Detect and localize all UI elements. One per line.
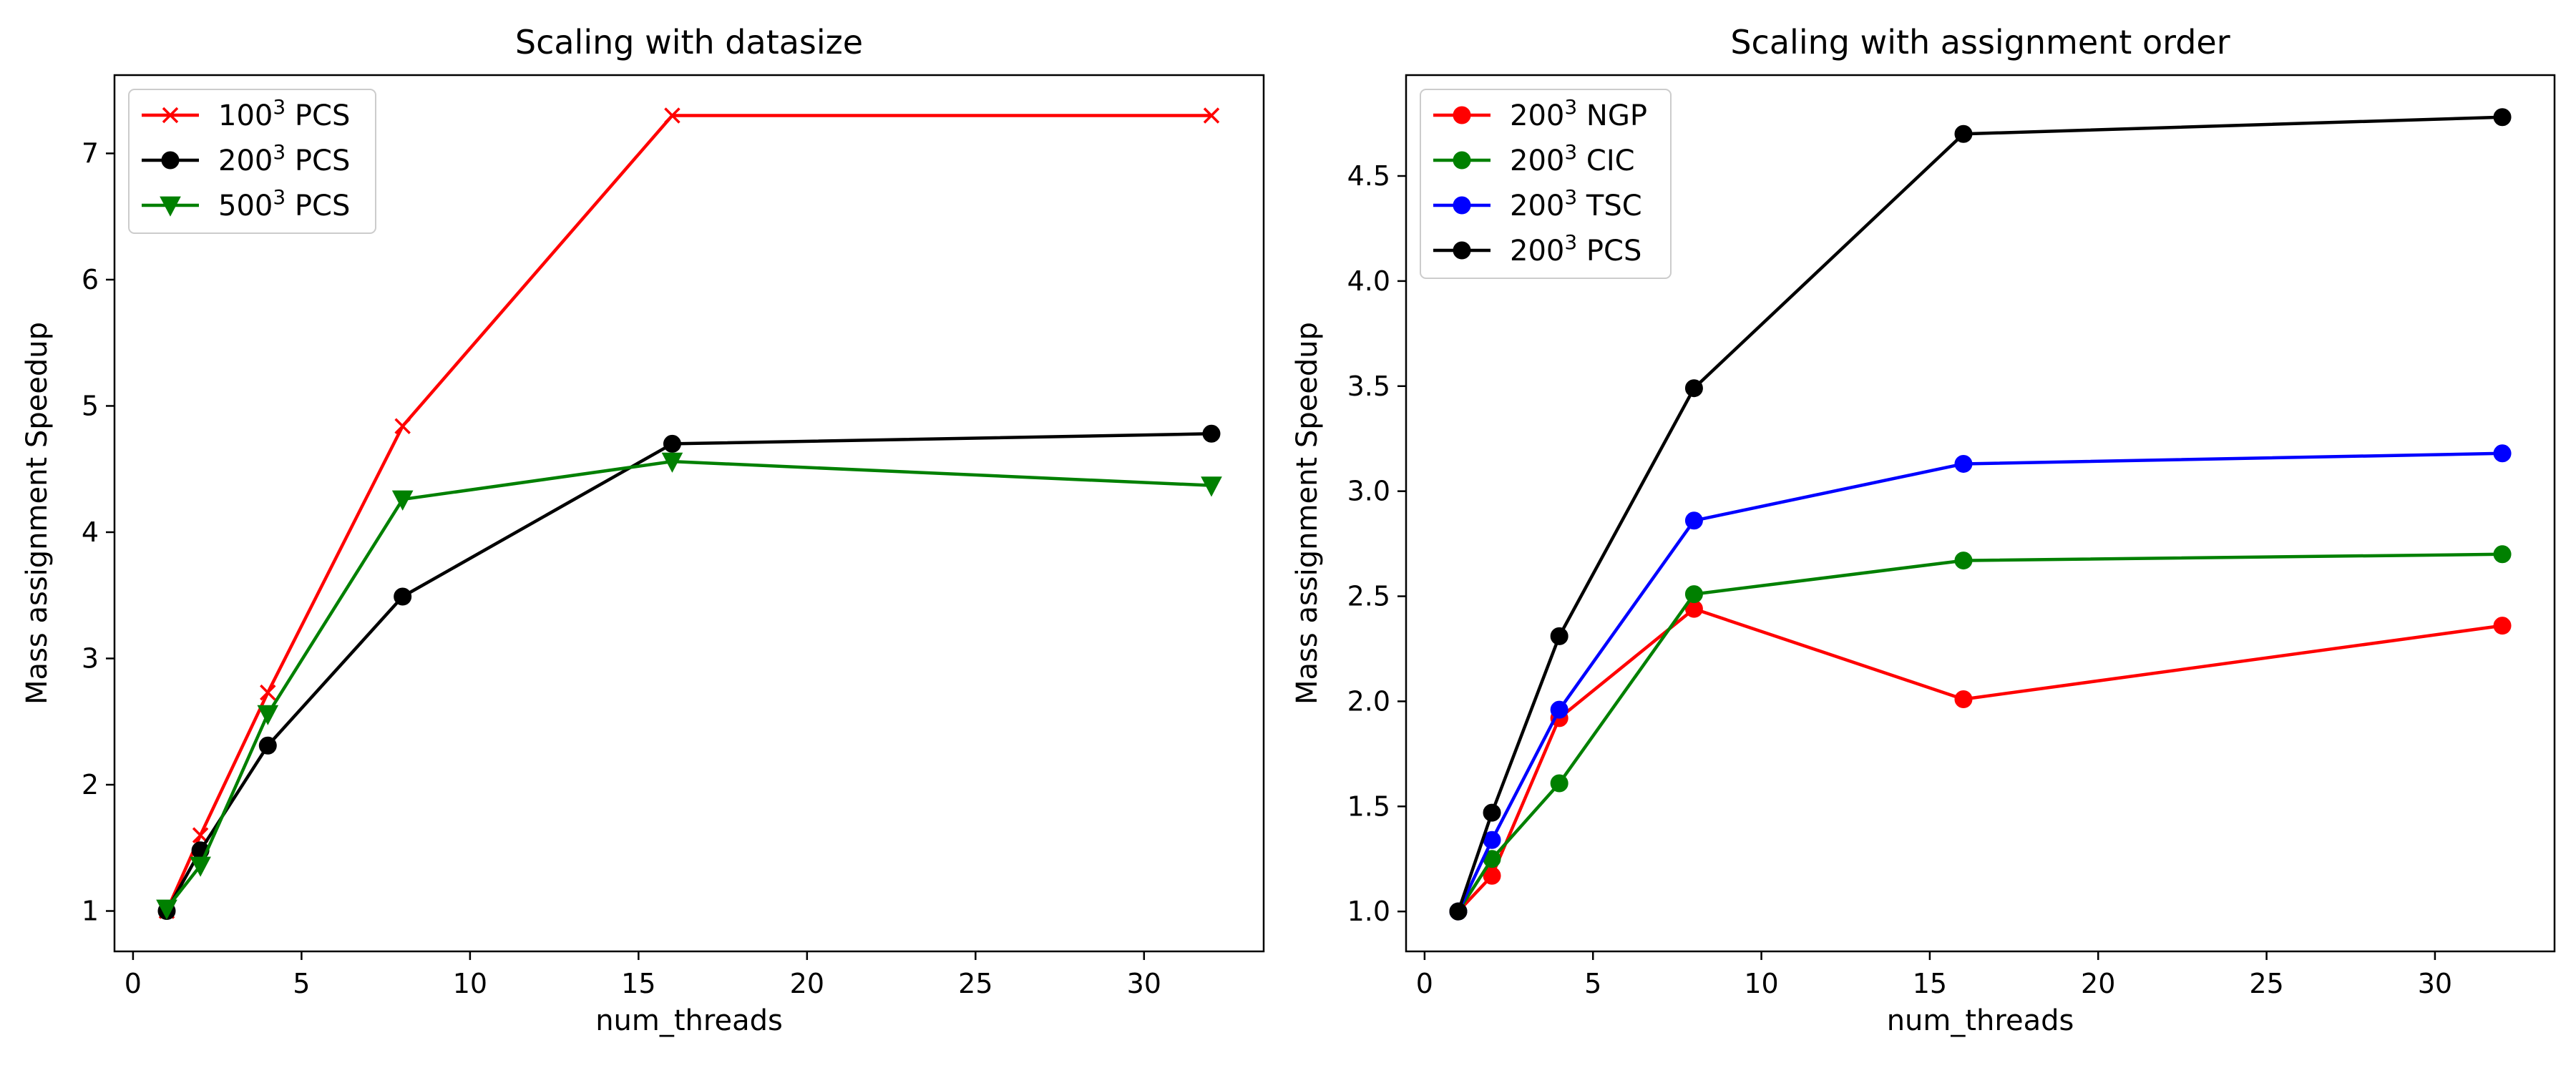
chart-2-legend-label-1: 2003 NGP xyxy=(1510,95,1647,132)
chart-2-axes-frame xyxy=(1405,74,2556,953)
chart-2-y-tick-label-7: 4.0 xyxy=(1347,265,1390,297)
chart-1-x-axis-label: num_threads xyxy=(595,1004,783,1037)
chart-1-x-tick-label-7: 30 xyxy=(1127,968,1161,999)
chart-2-legend-marker-2 xyxy=(1453,151,1471,170)
chart-1-y-axis-label: Mass assignment Speedup xyxy=(21,322,54,705)
chart-2-x-tick-label-5: 20 xyxy=(2081,968,2115,999)
chart-1: 0 5 10 15 20 25 30 1 2 3 4 5 6 7 Scaling with datasize… xyxy=(21,23,1265,1037)
chart-1-legend-marker-1 xyxy=(162,107,179,124)
chart-2-legend-label-3: 2003 TSC xyxy=(1510,185,1642,222)
chart-1-legend: 1003 PCS 2003 PCS 5003 PCS xyxy=(128,89,376,234)
chart-2-series-3-point-4 xyxy=(1684,511,1703,530)
chart-1-legend-label-2: 2003 PCS xyxy=(218,140,350,177)
chart-1-series-1-point-5 xyxy=(664,107,680,124)
chart-2-y-tick-label-1: 1.0 xyxy=(1347,896,1390,927)
chart-2-series-3-point-5 xyxy=(1954,454,1973,473)
chart-1-series-3-point-5 xyxy=(661,452,683,473)
chart-1-legend-marker-2 xyxy=(161,151,180,170)
chart-1-x-tick-label-5: 20 xyxy=(790,968,824,999)
chart-2: 0 5 10 15 20 25 30 1.0 1.5 2.0 2.5 3.0 3.5 4.0 4.5 Scal… xyxy=(1291,23,2556,1037)
chart-2-series-2-point-6 xyxy=(2493,545,2512,564)
chart-2-x-tick-label-7: 30 xyxy=(2418,968,2452,999)
chart-1-x-tick-label-3: 10 xyxy=(453,968,487,999)
chart-1-series-2-line xyxy=(165,432,1212,912)
chart-2-y-tick-label-5: 3.0 xyxy=(1347,476,1390,507)
chart-2-series-3-line xyxy=(1456,451,2503,913)
chart-1-legend-label-3: 5003 PCS xyxy=(218,185,350,222)
chart-2-series-4-point-6 xyxy=(2493,108,2512,127)
chart-2-y-tick-label-8: 4.5 xyxy=(1347,160,1390,192)
chart-1-y-tick-label-2: 2 xyxy=(82,769,99,800)
chart-1-series-2-point-5 xyxy=(663,434,681,453)
chart-1-legend-box xyxy=(128,89,376,234)
chart-2-y-tick-label-6: 3.5 xyxy=(1347,371,1390,402)
chart-2-legend-marker-4 xyxy=(1453,241,1471,260)
chart-2-y-axis-label: Mass assignment Speedup xyxy=(1291,322,1324,705)
chart-1-series-2-point-6 xyxy=(1202,424,1221,443)
chart-2-series-4-point-2 xyxy=(1483,803,1501,822)
chart-2-x-tick-label-3: 10 xyxy=(1744,968,1778,999)
chart-2-series-4-point-1 xyxy=(1449,902,1468,921)
chart-1-y-tick-label-7: 7 xyxy=(82,137,99,169)
chart-2-legend-label-2: 2003 CIC xyxy=(1510,140,1635,177)
chart-1-series-3-point-3 xyxy=(257,705,279,725)
chart-1-series-3-point-6 xyxy=(1201,476,1222,497)
chart-2-series-3-point-3 xyxy=(1550,700,1568,719)
chart-1-series-1-point-6 xyxy=(1203,107,1220,124)
chart-1-series-3-point-1 xyxy=(156,899,177,920)
chart-1-series-3-line xyxy=(165,459,1212,910)
chart-2-y-tick-label-4: 2.5 xyxy=(1347,581,1390,612)
chart-2-legend-marker-3 xyxy=(1453,196,1471,215)
chart-1-y-tick-label-4: 4 xyxy=(82,516,99,548)
chart-1-y-tick-label-5: 5 xyxy=(82,390,99,421)
chart-2-series-2-point-3 xyxy=(1550,774,1568,793)
chart-1-y-tick-label-6: 6 xyxy=(82,264,99,295)
chart-2-x-axis-label: num_threads xyxy=(1887,1004,2074,1037)
chart-1-legend-marker-3 xyxy=(160,196,181,217)
chart-2-series-2-point-4 xyxy=(1684,585,1703,604)
chart-1-axes-frame xyxy=(113,74,1265,953)
chart-1-series-3-point-4 xyxy=(391,490,414,511)
chart-2-x-tick-label-2: 5 xyxy=(1584,968,1601,999)
chart-2-series-2-point-5 xyxy=(1954,552,1973,570)
chart-1-series-1-line xyxy=(165,114,1211,912)
chart-2-x-tick-label-4: 15 xyxy=(1913,968,1947,999)
chart-1-y-tick-label-1: 1 xyxy=(82,896,99,927)
chart-1-title: Scaling with datasize xyxy=(515,23,863,62)
chart-1-y-tick-label-3: 3 xyxy=(82,642,99,674)
chart-2-series-4-point-4 xyxy=(1684,379,1703,398)
chart-2-x-tick-label-6: 25 xyxy=(2249,968,2283,999)
chart-2-series-3-point-6 xyxy=(2493,444,2512,463)
chart-1-series-2-point-3 xyxy=(258,736,277,755)
chart-2-y-tick-label-3: 2.0 xyxy=(1347,685,1390,717)
chart-1-series-1-point-4 xyxy=(394,418,411,434)
chart-1-x-tick-label-4: 15 xyxy=(621,968,655,999)
chart-1-x-tick-label-2: 5 xyxy=(293,968,310,999)
chart-2-x-tick-label-1: 0 xyxy=(1416,968,1433,999)
chart-2-series-1-point-6 xyxy=(2493,617,2512,635)
chart-1-series-1-point-3 xyxy=(260,684,276,701)
chart-2-series-1-line xyxy=(1457,607,2503,913)
chart-2-title: Scaling with assignment order xyxy=(1730,23,2230,62)
chart-2-legend-box xyxy=(1420,89,1672,279)
chart-1-legend-label-1: 1003 PCS xyxy=(218,95,350,132)
chart-2-series-4-point-3 xyxy=(1550,627,1568,645)
chart-2-legend: 2003 NGP 2003 CIC 2003 TSC 2003 PCS xyxy=(1420,89,1672,279)
chart-2-series-4-line xyxy=(1456,115,2503,912)
chart-2-legend-marker-1 xyxy=(1453,106,1471,124)
chart-1-series-3-point-2 xyxy=(190,856,211,877)
chart-2-legend-label-4: 2003 PCS xyxy=(1510,230,1641,268)
chart-1-x-tick-label-1: 0 xyxy=(125,968,142,999)
chart-2-series-1-point-5 xyxy=(1954,690,1973,708)
chart-2-y-tick-label-2: 1.5 xyxy=(1347,790,1390,822)
chart-2-series-4-point-5 xyxy=(1954,124,1973,143)
chart-2-series-2-line xyxy=(1457,552,2503,913)
chart-1-series-2-point-4 xyxy=(394,587,412,606)
chart-1-x-tick-label-6: 25 xyxy=(958,968,992,999)
